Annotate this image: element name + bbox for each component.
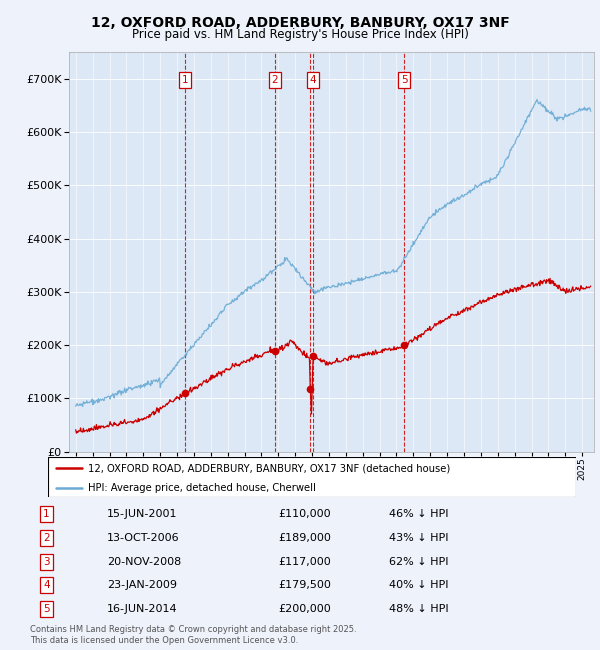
Text: 1: 1 [43,510,50,519]
Text: 4: 4 [310,75,316,85]
Text: Price paid vs. HM Land Registry's House Price Index (HPI): Price paid vs. HM Land Registry's House … [131,28,469,41]
Text: 1: 1 [181,75,188,85]
Text: HPI: Average price, detached house, Cherwell: HPI: Average price, detached house, Cher… [88,484,316,493]
Text: 2: 2 [43,533,50,543]
Text: £200,000: £200,000 [278,604,331,614]
Text: 5: 5 [43,604,50,614]
Text: £189,000: £189,000 [278,533,331,543]
Text: 40% ↓ HPI: 40% ↓ HPI [389,580,448,590]
Text: 2: 2 [271,75,278,85]
Text: 46% ↓ HPI: 46% ↓ HPI [389,510,448,519]
Text: 48% ↓ HPI: 48% ↓ HPI [389,604,448,614]
Text: 43% ↓ HPI: 43% ↓ HPI [389,533,448,543]
Text: 16-JUN-2014: 16-JUN-2014 [107,604,178,614]
Text: 5: 5 [401,75,407,85]
Text: 13-OCT-2006: 13-OCT-2006 [107,533,180,543]
Text: 20-NOV-2008: 20-NOV-2008 [107,556,182,567]
Text: 12, OXFORD ROAD, ADDERBURY, BANBURY, OX17 3NF (detached house): 12, OXFORD ROAD, ADDERBURY, BANBURY, OX1… [88,463,450,473]
Text: 3: 3 [43,556,50,567]
Text: £179,500: £179,500 [278,580,331,590]
Text: Contains HM Land Registry data © Crown copyright and database right 2025.
This d: Contains HM Land Registry data © Crown c… [30,625,356,645]
Text: £110,000: £110,000 [278,510,331,519]
Text: 62% ↓ HPI: 62% ↓ HPI [389,556,448,567]
Text: 15-JUN-2001: 15-JUN-2001 [107,510,178,519]
Text: 23-JAN-2009: 23-JAN-2009 [107,580,177,590]
Text: 12, OXFORD ROAD, ADDERBURY, BANBURY, OX17 3NF: 12, OXFORD ROAD, ADDERBURY, BANBURY, OX1… [91,16,509,31]
Text: £117,000: £117,000 [278,556,331,567]
Text: 4: 4 [43,580,50,590]
